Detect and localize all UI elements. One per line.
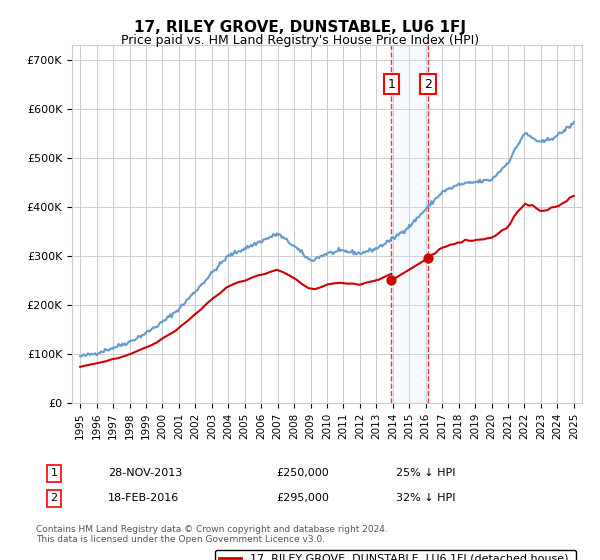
Text: 2: 2 — [50, 493, 58, 503]
Text: £250,000: £250,000 — [276, 468, 329, 478]
Text: Price paid vs. HM Land Registry's House Price Index (HPI): Price paid vs. HM Land Registry's House … — [121, 34, 479, 46]
Text: 32% ↓ HPI: 32% ↓ HPI — [396, 493, 455, 503]
Text: 18-FEB-2016: 18-FEB-2016 — [108, 493, 179, 503]
Legend: 17, RILEY GROVE, DUNSTABLE, LU6 1FJ (detached house), HPI: Average price, detach: 17, RILEY GROVE, DUNSTABLE, LU6 1FJ (det… — [215, 549, 577, 560]
Text: Contains HM Land Registry data © Crown copyright and database right 2024.
This d: Contains HM Land Registry data © Crown c… — [36, 525, 388, 544]
Text: 28-NOV-2013: 28-NOV-2013 — [108, 468, 182, 478]
Point — [423, 254, 433, 263]
Text: 1: 1 — [388, 78, 395, 91]
Point — [386, 276, 396, 285]
Text: £295,000: £295,000 — [276, 493, 329, 503]
Text: 2: 2 — [424, 78, 432, 91]
Text: 17, RILEY GROVE, DUNSTABLE, LU6 1FJ: 17, RILEY GROVE, DUNSTABLE, LU6 1FJ — [134, 20, 466, 35]
Bar — [391, 45, 428, 403]
Text: 25% ↓ HPI: 25% ↓ HPI — [396, 468, 455, 478]
Text: 1: 1 — [50, 468, 58, 478]
